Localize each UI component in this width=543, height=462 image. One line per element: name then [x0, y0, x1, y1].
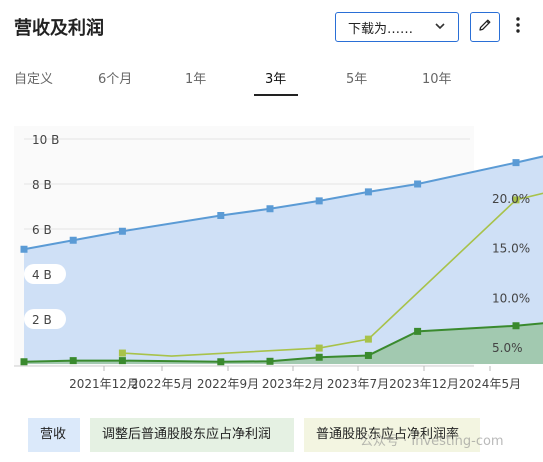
edit-button[interactable] — [470, 12, 500, 42]
x-tick-label: 2024年5月 — [459, 377, 521, 391]
revenue-profit-chart: 2 B 4 B 6 B 8 B 10 B 5.0% 10.0% 15.0% 20.0% 2021年… — [0, 122, 543, 400]
legend-item-net-margin[interactable]: 普通股股东应占净利润率 — [304, 418, 480, 452]
tab-10-years[interactable]: 10年 — [422, 72, 452, 87]
revenue-point — [217, 212, 225, 219]
net-income-line — [23, 322, 543, 363]
legend-item-adjusted-net-income[interactable]: 调整后普通股股东应占净利润 — [90, 418, 294, 452]
net-income-point — [315, 353, 323, 361]
net-income-point — [217, 358, 225, 366]
net-margin-point — [315, 344, 323, 352]
x-tick-label: 2023年12月 — [389, 377, 459, 391]
time-range-tabs: 自定义 6个月 1年 3年 5年 10年 — [0, 62, 543, 98]
tab-1-year[interactable]: 1年 — [185, 72, 207, 87]
page-title: 营收及利润 — [14, 18, 104, 39]
left-tick-label: 4 B — [32, 268, 52, 282]
net-income-point — [512, 322, 520, 330]
net-income-point — [69, 357, 77, 365]
tab-6-months[interactable]: 6个月 — [98, 72, 133, 87]
net-income-point — [414, 327, 422, 335]
revenue-point — [512, 159, 520, 167]
pencil-icon — [477, 17, 493, 37]
x-tick-label: 2023年2月 — [262, 377, 324, 391]
download-label: 下载为…… — [348, 21, 414, 37]
left-tick-label: 2 B — [32, 313, 52, 327]
right-tick-label: 5.0% — [492, 341, 523, 355]
left-tick-pill — [24, 309, 66, 329]
x-tick-label: 2023年7月 — [327, 377, 389, 391]
revenue-point — [266, 205, 274, 213]
tab-custom[interactable]: 自定义 — [14, 72, 54, 87]
watermark-text: 公众号 · Investing-com — [360, 434, 504, 449]
revenue-point — [69, 236, 77, 244]
x-tick-label: 2021年12月 — [69, 377, 139, 391]
right-tick-label: 20.0% — [492, 192, 530, 206]
net-income-point — [118, 357, 126, 365]
revenue-point — [118, 227, 126, 235]
tab-5-years[interactable]: 5年 — [346, 72, 368, 87]
net-margin-point — [512, 196, 520, 204]
x-tick-label: 2022年5月 — [131, 377, 193, 391]
left-tick-label: 8 B — [32, 178, 52, 192]
right-tick-label: 15.0% — [492, 242, 530, 256]
net-margin-line — [122, 192, 543, 357]
net-margin-point — [118, 349, 126, 357]
revenue-point — [20, 245, 28, 253]
x-tick-label: 2022年9月 — [197, 377, 259, 391]
active-tab-indicator — [254, 94, 298, 96]
net-income-area — [24, 323, 543, 364]
chevron-down-icon — [434, 20, 446, 35]
legend-item-revenue[interactable]: 营收 — [28, 418, 80, 452]
chart-svg: 2 B 4 B 6 B 8 B 10 B 5.0% 10.0% 15.0% 20.0% 2021年… — [14, 126, 543, 391]
revenue-point — [364, 188, 372, 196]
left-tick-label: 6 B — [32, 223, 52, 237]
more-options-button[interactable] — [508, 14, 528, 40]
net-income-point — [20, 358, 28, 366]
download-dropdown-button[interactable]: 下载为…… — [335, 12, 459, 42]
left-tick-pill — [24, 264, 66, 284]
more-vertical-icon — [515, 16, 521, 38]
tab-3-years[interactable]: 3年 — [265, 72, 287, 87]
left-tick-label: 10 B — [32, 133, 59, 147]
net-income-point — [364, 351, 372, 359]
revenue-line — [23, 155, 543, 251]
chart-legend: 营收 调整后普通股股东应占净利润 普通股股东应占净利润率 — [0, 418, 543, 452]
net-income-point — [266, 357, 274, 365]
right-tick-label: 10.0% — [492, 291, 530, 305]
revenue-area — [24, 156, 543, 364]
net-margin-point — [364, 335, 372, 343]
revenue-point — [315, 197, 323, 205]
revenue-point — [414, 180, 422, 188]
